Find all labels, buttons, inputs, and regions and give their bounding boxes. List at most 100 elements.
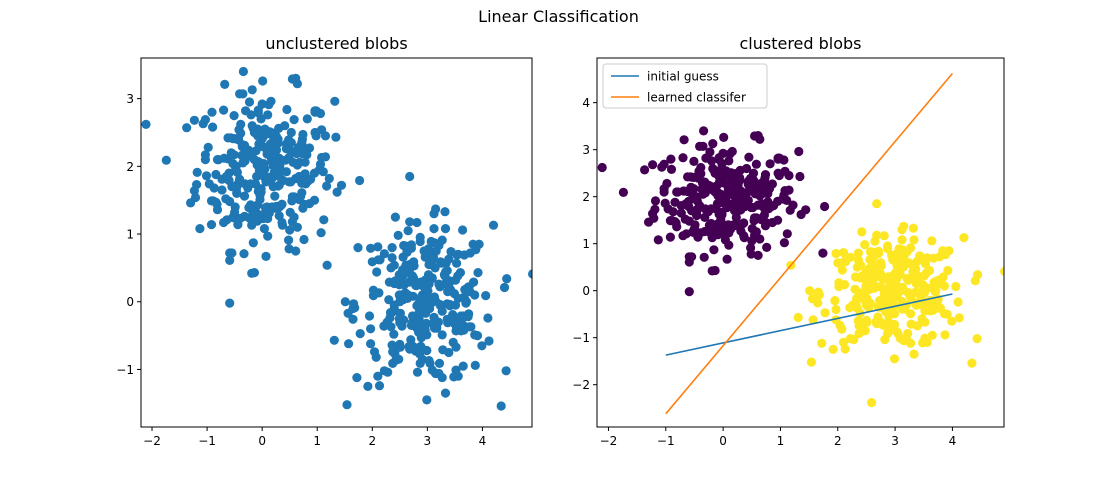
scatter-point <box>618 187 629 197</box>
scatter-point <box>715 225 725 236</box>
scatter-point <box>528 269 532 279</box>
scatter-point <box>201 171 212 181</box>
scatter-point <box>939 309 950 319</box>
scatter-point <box>881 307 891 317</box>
scatter-point <box>229 111 239 121</box>
scatter-point <box>673 187 683 197</box>
scatter-point <box>875 296 885 306</box>
scatter-point <box>765 159 775 169</box>
scatter-point <box>861 300 872 310</box>
scatter-point <box>289 212 299 222</box>
scatter-point <box>883 317 893 327</box>
scatter-point <box>271 145 282 155</box>
scatter-point <box>450 314 461 324</box>
scatter-point <box>384 295 394 305</box>
scatter-point <box>470 290 480 300</box>
scatter-point <box>226 148 236 158</box>
scatter-point <box>860 240 870 250</box>
scatter-point <box>390 276 400 286</box>
y-tick-label: −1 <box>572 331 590 345</box>
scatter-point <box>722 254 732 264</box>
scatter-point <box>254 210 264 220</box>
scatter-point <box>670 197 680 207</box>
scatter-point <box>221 194 231 204</box>
scatter-point <box>724 156 734 166</box>
scatter-point <box>970 276 980 286</box>
scatter-point <box>230 202 240 212</box>
scatter-point <box>457 314 467 324</box>
scatter-point <box>840 344 850 354</box>
scatter-point <box>959 233 969 243</box>
scatter-point <box>238 158 248 168</box>
scatter-point <box>785 205 795 215</box>
scatter-point <box>297 188 307 198</box>
y-tick-label: 2 <box>582 190 590 204</box>
scatter-point <box>854 293 864 303</box>
scatter-point <box>481 291 491 301</box>
scatter-point <box>322 181 332 191</box>
scatter-point <box>292 222 302 232</box>
scatter-point <box>231 164 241 174</box>
scatter-point <box>879 231 889 241</box>
scatter-point <box>685 172 696 182</box>
scatter-point <box>909 235 919 245</box>
x-tick-label: 3 <box>891 434 899 448</box>
scatter-point <box>889 354 900 364</box>
scatter-point <box>857 271 867 281</box>
scatter-point <box>411 320 421 330</box>
scatter-point <box>423 299 433 309</box>
scatter-point <box>906 243 916 253</box>
scatter-point <box>831 304 841 315</box>
scatter-point <box>684 196 694 206</box>
scatter-point <box>837 265 847 275</box>
scatter-point <box>405 217 415 227</box>
legend: initial guess learned classifer <box>602 63 768 109</box>
scatter-point <box>192 167 202 177</box>
scatter-point <box>286 138 296 148</box>
scatter-point <box>379 366 389 376</box>
scatter-point <box>749 216 759 226</box>
scatter-point <box>263 213 273 224</box>
scatter-point <box>302 150 312 160</box>
scatter-point <box>400 458 409 467</box>
scatter-point <box>458 361 468 371</box>
scatter-point <box>189 115 199 125</box>
scatter-point <box>348 314 358 324</box>
scatter-point <box>736 191 747 201</box>
scatter-point <box>315 159 326 169</box>
scatter-point <box>286 127 296 138</box>
scatter-point <box>366 339 376 349</box>
scatter-point <box>698 141 708 151</box>
scatter-point <box>668 207 678 217</box>
scatter-point <box>831 248 841 259</box>
scatter-point <box>782 229 792 239</box>
scatter-point <box>402 247 412 257</box>
scatter-point <box>795 171 805 182</box>
scatter-point <box>875 317 885 327</box>
scatter-point <box>840 280 850 290</box>
scatter-point <box>430 263 440 273</box>
scatter-point <box>926 297 936 307</box>
scatter-point <box>707 233 717 243</box>
scatter-point <box>405 171 415 182</box>
scatter-point <box>698 189 708 199</box>
scatter-point <box>292 148 302 159</box>
scatter-point <box>747 236 757 246</box>
scatter-point <box>501 366 511 376</box>
scatter-point <box>784 170 794 181</box>
scatter-point <box>860 326 870 336</box>
scatter-point <box>400 268 410 278</box>
scatter-point <box>806 357 817 367</box>
scatter-point <box>940 330 950 340</box>
scatter-point <box>352 373 362 383</box>
series-line <box>665 72 954 415</box>
scatter-point <box>200 115 210 125</box>
scatter-point <box>236 119 246 129</box>
scatter-point <box>330 96 340 106</box>
scatter-point <box>429 224 439 234</box>
scatter-point <box>371 352 381 362</box>
scatter-point <box>483 313 493 323</box>
scatter-point <box>416 341 426 351</box>
scatter-point <box>161 155 171 165</box>
scatter-point <box>353 243 363 253</box>
